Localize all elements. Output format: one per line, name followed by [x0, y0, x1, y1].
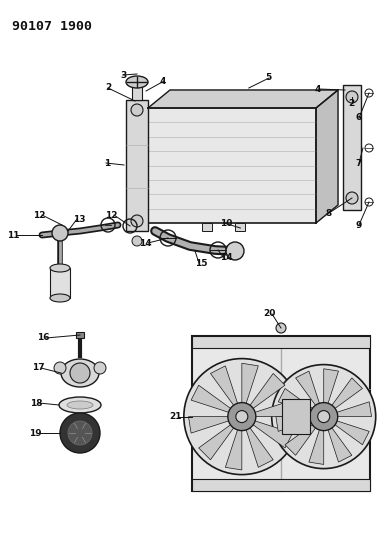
Circle shape [54, 362, 66, 374]
Circle shape [94, 362, 106, 374]
Text: 18: 18 [30, 399, 43, 408]
Polygon shape [188, 417, 234, 433]
Circle shape [346, 192, 358, 204]
Polygon shape [199, 421, 237, 460]
Text: 90107 1900: 90107 1900 [12, 20, 92, 33]
Circle shape [60, 413, 100, 453]
Polygon shape [148, 90, 338, 108]
Polygon shape [309, 424, 324, 464]
Text: 7: 7 [355, 158, 362, 167]
Text: 16: 16 [37, 334, 50, 343]
Polygon shape [296, 371, 321, 410]
Text: 4: 4 [315, 85, 321, 93]
Circle shape [68, 421, 92, 445]
Bar [236, 223, 245, 231]
Circle shape [346, 91, 358, 103]
Text: 2: 2 [348, 99, 354, 108]
Bar [50, 268, 70, 298]
Polygon shape [211, 366, 239, 410]
Text: 5: 5 [265, 74, 271, 83]
Polygon shape [278, 389, 317, 414]
Circle shape [131, 215, 143, 227]
Bar [192, 336, 370, 491]
Bar [148, 108, 316, 223]
Circle shape [365, 144, 373, 152]
Text: 3: 3 [121, 70, 127, 79]
Ellipse shape [61, 359, 99, 387]
Text: 10: 10 [220, 219, 232, 228]
Circle shape [310, 402, 338, 431]
Polygon shape [242, 364, 258, 409]
Circle shape [365, 89, 373, 97]
Polygon shape [191, 385, 236, 414]
Circle shape [228, 402, 256, 431]
Polygon shape [332, 402, 372, 417]
Circle shape [272, 365, 376, 469]
Polygon shape [250, 400, 295, 417]
Bar [343, 85, 361, 210]
Circle shape [276, 323, 286, 333]
Text: 12: 12 [34, 211, 46, 220]
Text: 9: 9 [355, 221, 362, 230]
Ellipse shape [59, 397, 101, 413]
Circle shape [318, 410, 330, 423]
Polygon shape [330, 419, 369, 445]
Bar [126, 100, 148, 231]
Ellipse shape [50, 294, 70, 302]
Text: 2: 2 [106, 84, 112, 93]
Polygon shape [285, 421, 319, 455]
Bar [132, 82, 142, 100]
Polygon shape [248, 419, 292, 448]
Text: 6: 6 [355, 114, 361, 123]
Text: 14: 14 [220, 254, 232, 262]
Ellipse shape [126, 76, 148, 88]
Bar [76, 332, 84, 338]
Text: 21: 21 [170, 412, 182, 421]
Polygon shape [316, 90, 338, 223]
Bar [202, 223, 212, 231]
Text: 13: 13 [73, 214, 85, 223]
Polygon shape [328, 378, 362, 412]
Text: 1: 1 [104, 158, 110, 167]
Polygon shape [276, 417, 316, 431]
Text: 12: 12 [106, 211, 118, 220]
Circle shape [184, 359, 300, 474]
Text: 15: 15 [195, 259, 207, 268]
Text: 4: 4 [160, 77, 167, 85]
Polygon shape [246, 374, 285, 412]
Text: 14: 14 [139, 238, 152, 247]
Ellipse shape [67, 401, 93, 409]
Circle shape [226, 242, 244, 260]
Polygon shape [225, 424, 242, 470]
Ellipse shape [50, 264, 70, 272]
Circle shape [132, 236, 142, 246]
Polygon shape [326, 423, 352, 462]
Circle shape [236, 410, 248, 423]
Circle shape [365, 198, 373, 206]
Bar [192, 336, 370, 348]
Circle shape [70, 363, 90, 383]
Text: 17: 17 [32, 364, 45, 373]
Circle shape [52, 225, 68, 241]
Text: 11: 11 [7, 230, 20, 239]
Bar [192, 479, 370, 491]
Text: 20: 20 [264, 310, 276, 319]
Polygon shape [324, 369, 339, 409]
Text: 8: 8 [325, 208, 331, 217]
Bar [282, 399, 310, 434]
Circle shape [131, 104, 143, 116]
Polygon shape [244, 423, 273, 467]
Text: 19: 19 [29, 429, 42, 438]
